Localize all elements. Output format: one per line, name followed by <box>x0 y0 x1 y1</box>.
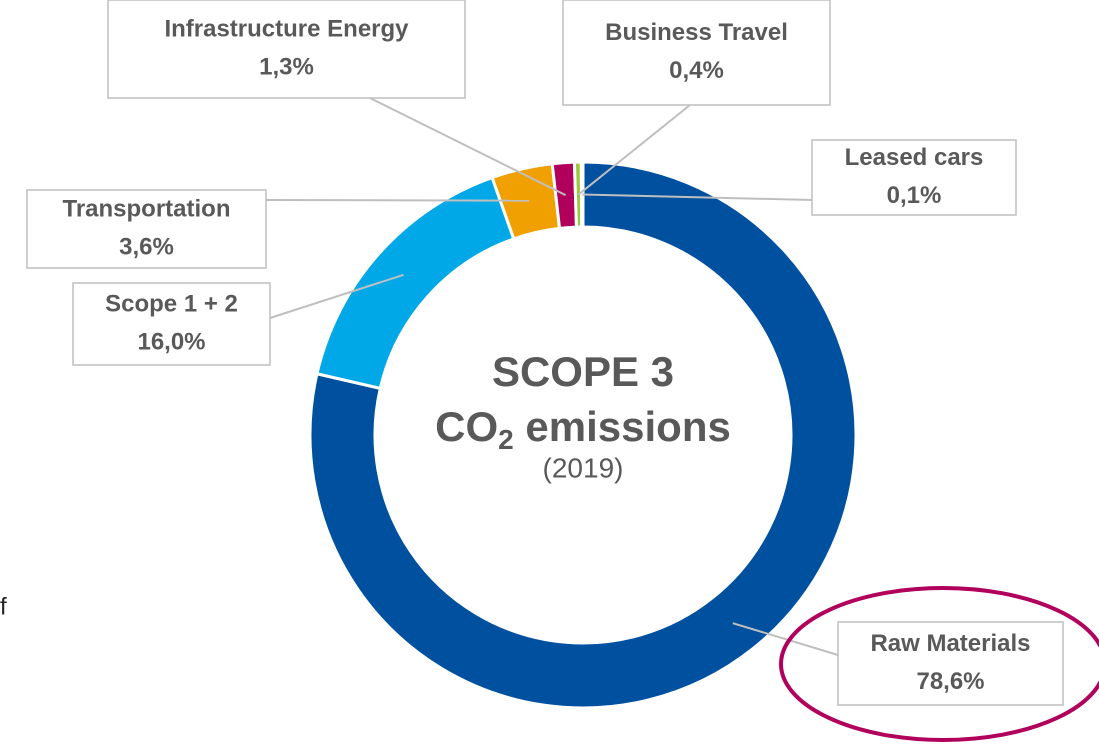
label-box <box>811 139 1017 216</box>
leader-line <box>369 97 567 197</box>
label-value: 3,6% <box>119 233 174 260</box>
center-title: SCOPE 3 <box>492 348 674 395</box>
leader-line <box>577 104 691 196</box>
slice <box>315 175 516 391</box>
label-value: 1,3% <box>259 53 314 80</box>
subtitle-subscript: 2 <box>498 424 514 455</box>
subtitle-part: CO <box>435 403 498 450</box>
slice <box>308 160 858 710</box>
leader-line <box>269 273 404 319</box>
label-box <box>26 189 267 269</box>
label-box <box>72 282 271 366</box>
label-name: Raw Materials <box>870 630 1030 657</box>
label-name: Transportation <box>62 195 230 222</box>
center-year: (2019) <box>543 452 624 483</box>
label-value: 0,1% <box>887 182 942 209</box>
label-box <box>107 0 466 99</box>
fragment-text: f <box>0 593 7 620</box>
label-box <box>837 621 1064 706</box>
leader-line <box>732 622 839 656</box>
leader-line <box>582 193 813 201</box>
highlight-ellipse <box>779 586 1099 742</box>
label-value: 0,4% <box>669 57 724 84</box>
label-value: 16,0% <box>137 328 205 355</box>
labels: Raw Materials 78,6% Scope 1 + 2 16,0% Transp… <box>26 0 1064 706</box>
subtitle-part: emissions <box>514 403 731 450</box>
label-box <box>562 0 831 106</box>
leader-line <box>265 199 530 202</box>
slice <box>579 160 585 229</box>
label-name: Business Travel <box>605 19 788 46</box>
label-name: Infrastructure Energy <box>164 15 409 42</box>
label-value: 78,6% <box>916 668 984 695</box>
label-name: Scope 1 + 2 <box>105 290 238 317</box>
label-name: Leased cars <box>845 144 984 171</box>
center-subtitle: CO2 emissions <box>435 403 731 455</box>
